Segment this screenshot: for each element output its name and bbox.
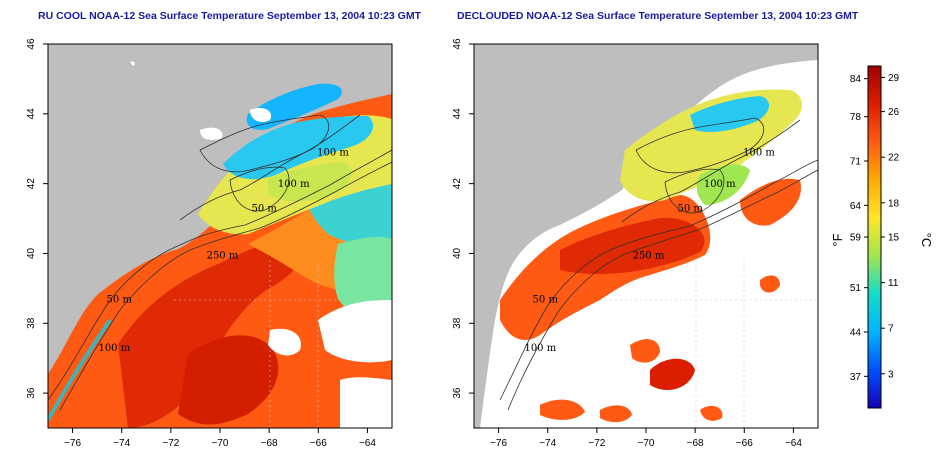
lat-tick-label: 36 <box>26 387 37 399</box>
colorbar-ramp <box>867 65 882 409</box>
right-land <box>474 44 818 428</box>
celsius-tick-label: 22 <box>888 153 900 164</box>
lon-tick-label: −66 <box>736 438 753 449</box>
lat-tick-label: 38 <box>452 317 463 329</box>
right-bathymetry-contours <box>499 117 818 411</box>
celsius-tick-label: 3 <box>888 369 894 380</box>
lon-tick-label: −74 <box>539 438 556 449</box>
contour-label: 100 m <box>98 343 130 354</box>
right-map <box>473 43 819 429</box>
fahrenheit-tick-label: 84 <box>850 74 862 85</box>
colorbar: 29 26 22 18 15 11 7 3 84 78 71 64 59 51 44 37 °F °C <box>830 65 934 409</box>
fahrenheit-tick-label: 59 <box>850 233 862 244</box>
contour-labels: 100 m 100 m 50 m 250 m 50 m 100 m 100 m 100 m 50… <box>98 148 775 354</box>
lat-tick-label: 46 <box>452 38 463 50</box>
lon-tick-label: −74 <box>113 438 130 449</box>
contour-label: 50 m <box>533 294 559 305</box>
lon-tick-label: −72 <box>588 438 605 449</box>
lon-tick-label: −66 <box>310 438 327 449</box>
lon-tick-label: −64 <box>359 438 376 449</box>
lat-tick-label: 46 <box>26 38 37 50</box>
lon-tick-label: −76 <box>490 438 507 449</box>
contour-label: 100 m <box>524 343 556 354</box>
fahrenheit-label: °F <box>830 233 845 246</box>
lon-tick-label: −72 <box>162 438 179 449</box>
contour-label: 250 m <box>207 251 239 262</box>
lon-tick-label: −76 <box>64 438 81 449</box>
lon-tick-label: −68 <box>687 438 704 449</box>
left-clouds <box>130 61 392 428</box>
left-map <box>47 43 393 429</box>
contour-label: 100 m <box>704 179 736 190</box>
lon-tick-label: −64 <box>785 438 802 449</box>
celsius-tick-label: 29 <box>888 73 900 84</box>
left-bathymetry-contours <box>48 114 392 411</box>
lon-tick-label: −70 <box>212 438 229 449</box>
contour-label: 50 m <box>107 294 133 305</box>
contour-label: 50 m <box>678 204 704 215</box>
celsius-tick-label: 11 <box>888 278 899 289</box>
right-grid <box>600 260 818 428</box>
lat-tick-label: 38 <box>26 317 37 329</box>
lat-tick-label: 44 <box>26 108 37 120</box>
fahrenheit-tick-label: 64 <box>850 201 862 212</box>
celsius-tick-label: 26 <box>888 107 900 118</box>
lat-tick-label: 36 <box>452 387 463 399</box>
fahrenheit-tick-label: 51 <box>850 283 862 294</box>
lat-tick-label: 44 <box>452 108 463 120</box>
fahrenheit-tick-label: 37 <box>850 372 862 383</box>
contour-label: 100 m <box>278 179 310 190</box>
left-axes: −76 −74 −72 −70 −68 −66 −64 36 38 40 42 44 46 <box>26 38 376 449</box>
fahrenheit-tick-label: 78 <box>850 112 862 123</box>
contour-label: 100 m <box>317 148 349 159</box>
contour-label: 250 m <box>633 251 665 262</box>
lat-tick-label: 40 <box>452 247 463 259</box>
left-grid <box>174 260 392 428</box>
celsius-tick-label: 15 <box>888 233 900 244</box>
lat-tick-label: 40 <box>26 247 37 259</box>
fahrenheit-tick-label: 44 <box>850 328 862 339</box>
lon-tick-label: −68 <box>261 438 278 449</box>
right-panel-title: DECLOUDED NOAA-12 Sea Surface Temperatur… <box>457 10 859 22</box>
fahrenheit-tick-label: 71 <box>850 157 862 168</box>
contour-label: 50 m <box>252 204 278 215</box>
lat-tick-label: 42 <box>26 178 37 190</box>
right-axes: −76 −74 −72 −70 −68 −66 −64 36 38 40 42 44 46 <box>452 38 802 449</box>
celsius-tick-label: 7 <box>888 324 894 335</box>
lat-tick-label: 42 <box>452 178 463 190</box>
lon-tick-label: −70 <box>638 438 655 449</box>
celsius-label: °C <box>919 233 934 248</box>
celsius-tick-label: 18 <box>888 198 900 209</box>
left-panel-title: RU COOL NOAA-12 Sea Surface Temperature … <box>38 10 422 22</box>
contour-label: 100 m <box>743 148 775 159</box>
